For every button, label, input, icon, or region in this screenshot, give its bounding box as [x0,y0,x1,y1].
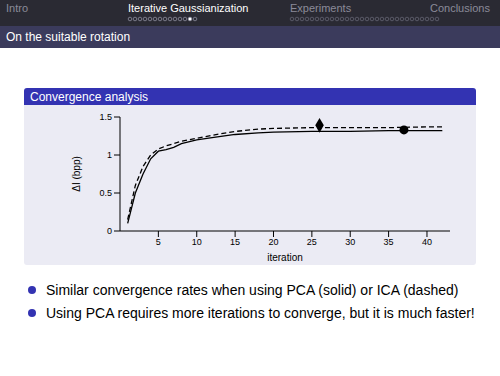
html-text:Iterative Gaussianization: Iterative Gaussianization [128,2,249,14]
html-text:On the suitable rotation: On the suitable rotation [6,30,131,44]
html-text:Conclusions: Conclusions [430,2,490,14]
svg-text:10: 10 [192,237,202,247]
svg-text:40: 40 [422,237,432,247]
svg-text:1: 1 [107,150,112,160]
svg-text:30: 30 [345,237,355,247]
svg-text:20: 20 [268,237,278,247]
svg-text:0: 0 [107,226,112,236]
svg-text:0.5: 0.5 [99,188,112,198]
html-text:Convergence analysis: Convergence analysis [30,90,149,104]
svg-text:35: 35 [384,237,394,247]
svg-text:5: 5 [156,237,161,247]
svg-text:ΔI (bpp): ΔI (bpp) [71,156,82,192]
svg-text:1.5: 1.5 [99,112,112,122]
svg-text:15: 15 [230,237,240,247]
svg-text:25: 25 [307,237,317,247]
svg-text:iteration: iteration [267,252,303,261]
html-text:Using PCA requires more iterat: Using PCA requires more iterations to co… [46,305,475,321]
html-text:Experiments: Experiments [290,2,352,14]
html-text:Intro: Intro [6,2,28,14]
html-text:Similar convergence rates when: Similar convergence rates when using PCA… [46,282,459,298]
